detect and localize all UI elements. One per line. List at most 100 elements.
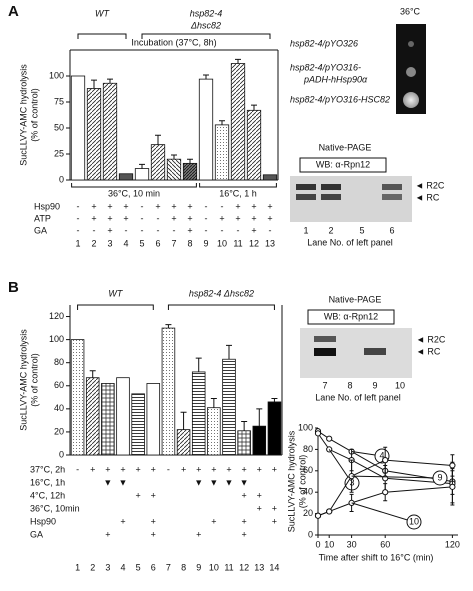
row-mark: -: [205, 225, 208, 235]
panel-label: A: [8, 3, 19, 20]
bar: [246, 109, 262, 181]
bar: [116, 377, 130, 456]
gel-title: Native-PAGE: [329, 294, 382, 304]
lane-number: 9: [203, 238, 208, 248]
lane-label: 6: [389, 225, 394, 235]
y-tick-label: 100: [49, 70, 64, 80]
lane-number: 11: [224, 562, 233, 572]
lane-number: 5: [139, 238, 144, 248]
row-mark: +: [155, 201, 160, 211]
bar: [214, 124, 230, 181]
y-tick-label: 100: [49, 334, 64, 344]
row-mark: +: [136, 490, 141, 500]
row-mark: +: [251, 201, 256, 211]
antibody: WB: α-Rpn12: [316, 159, 370, 169]
y-tick-label: 60: [54, 380, 64, 390]
point: [382, 457, 389, 464]
bar: [182, 162, 198, 181]
row-mark: +: [242, 516, 247, 526]
colony: [408, 41, 414, 47]
point: [326, 435, 333, 442]
row-mark: -: [93, 225, 96, 235]
lane-number: 10: [209, 562, 219, 572]
row-mark: +: [151, 529, 156, 539]
antibody-box: [299, 157, 387, 173]
row-mark: -: [141, 201, 144, 211]
strain: pADH-hHsp90α: [303, 74, 368, 84]
point: [326, 508, 333, 515]
row-mark: +: [211, 464, 216, 474]
y-tick-label: 25: [54, 148, 64, 158]
bar: [207, 407, 221, 456]
point: [449, 462, 456, 469]
band-label: ◄ RC: [416, 346, 441, 356]
antibody: WB: α-Rpn12: [324, 311, 378, 321]
row-mark: -: [157, 225, 160, 235]
bar: [166, 158, 182, 181]
error-bar: [226, 344, 232, 360]
bar: [237, 430, 251, 456]
lane-number: 10: [217, 238, 227, 248]
band: [382, 194, 402, 200]
error-bar: [139, 163, 145, 169]
incubation-label: Incubation (37°C, 8h): [131, 37, 216, 47]
error-bar: [195, 357, 202, 372]
row-mark: ▼: [225, 477, 234, 487]
lane-number: 3: [107, 238, 112, 248]
x-axis-label: Time after shift to 16°C (min): [319, 552, 434, 562]
y-tick-label: 0: [308, 529, 313, 539]
y-tick-label: 20: [54, 426, 64, 436]
row-mark: -: [157, 213, 160, 223]
bracket: [141, 33, 271, 39]
row-mark: -: [221, 225, 224, 235]
row-mark: +: [251, 213, 256, 223]
bracket: [199, 183, 277, 188]
row-mark: +: [235, 201, 240, 211]
lane-number: 1: [75, 238, 80, 248]
y-tick-label: 40: [54, 403, 64, 413]
row-label: Hsp90: [30, 516, 56, 526]
row-mark: ▼: [240, 477, 249, 487]
bar: [222, 358, 236, 456]
gel-a: Native-PAGE WB: α-Rpn12 ◄ R2C ◄ RC 1 2 5…: [290, 142, 445, 247]
y-tick-label: 0: [59, 174, 64, 184]
bracket: [77, 304, 154, 310]
bar: [150, 144, 166, 181]
group-label: WT: [95, 8, 110, 18]
lane-label: 1: [303, 225, 308, 235]
row-mark: -: [167, 464, 170, 474]
gel-caption: Lane No. of left panel: [307, 237, 393, 247]
row-mark: -: [237, 225, 240, 235]
y-axis-label: (% of control): [29, 88, 39, 142]
strain: hsp82-4/pYO326: [290, 38, 358, 48]
row-mark: +: [151, 464, 156, 474]
x-tick-label: 60: [380, 539, 390, 549]
bar: [230, 63, 246, 181]
error-bar: [155, 134, 161, 145]
y-axis-label: (% of control): [297, 455, 307, 509]
lane-label: 8: [347, 380, 352, 390]
row-mark: +: [91, 201, 96, 211]
row-label: 36°C, 10min: [30, 503, 80, 513]
panel-label: B: [8, 279, 19, 296]
row-mark: +: [107, 225, 112, 235]
colony: [403, 92, 419, 108]
y-axis-label: (% of control): [29, 353, 39, 407]
point: [449, 483, 456, 490]
x-tick-label: 10: [324, 539, 334, 549]
row-label: ATP: [34, 213, 51, 223]
row-mark: +: [257, 490, 262, 500]
row-mark: -: [125, 225, 128, 235]
row-label: 16°C, 1h: [30, 477, 65, 487]
row-label: GA: [34, 225, 47, 235]
gel-title: Native-PAGE: [319, 142, 372, 152]
x-tick-label: 0: [315, 539, 320, 549]
strain: hsp82-4/pYO316-HSC82: [290, 94, 390, 104]
lane-number: 1: [75, 562, 80, 572]
row-mark: -: [221, 201, 224, 211]
group-label: hsp82-4: [190, 8, 223, 18]
row-mark: +: [219, 213, 224, 223]
y-tick-label: 50: [54, 122, 64, 132]
lane-number: 7: [171, 238, 176, 248]
